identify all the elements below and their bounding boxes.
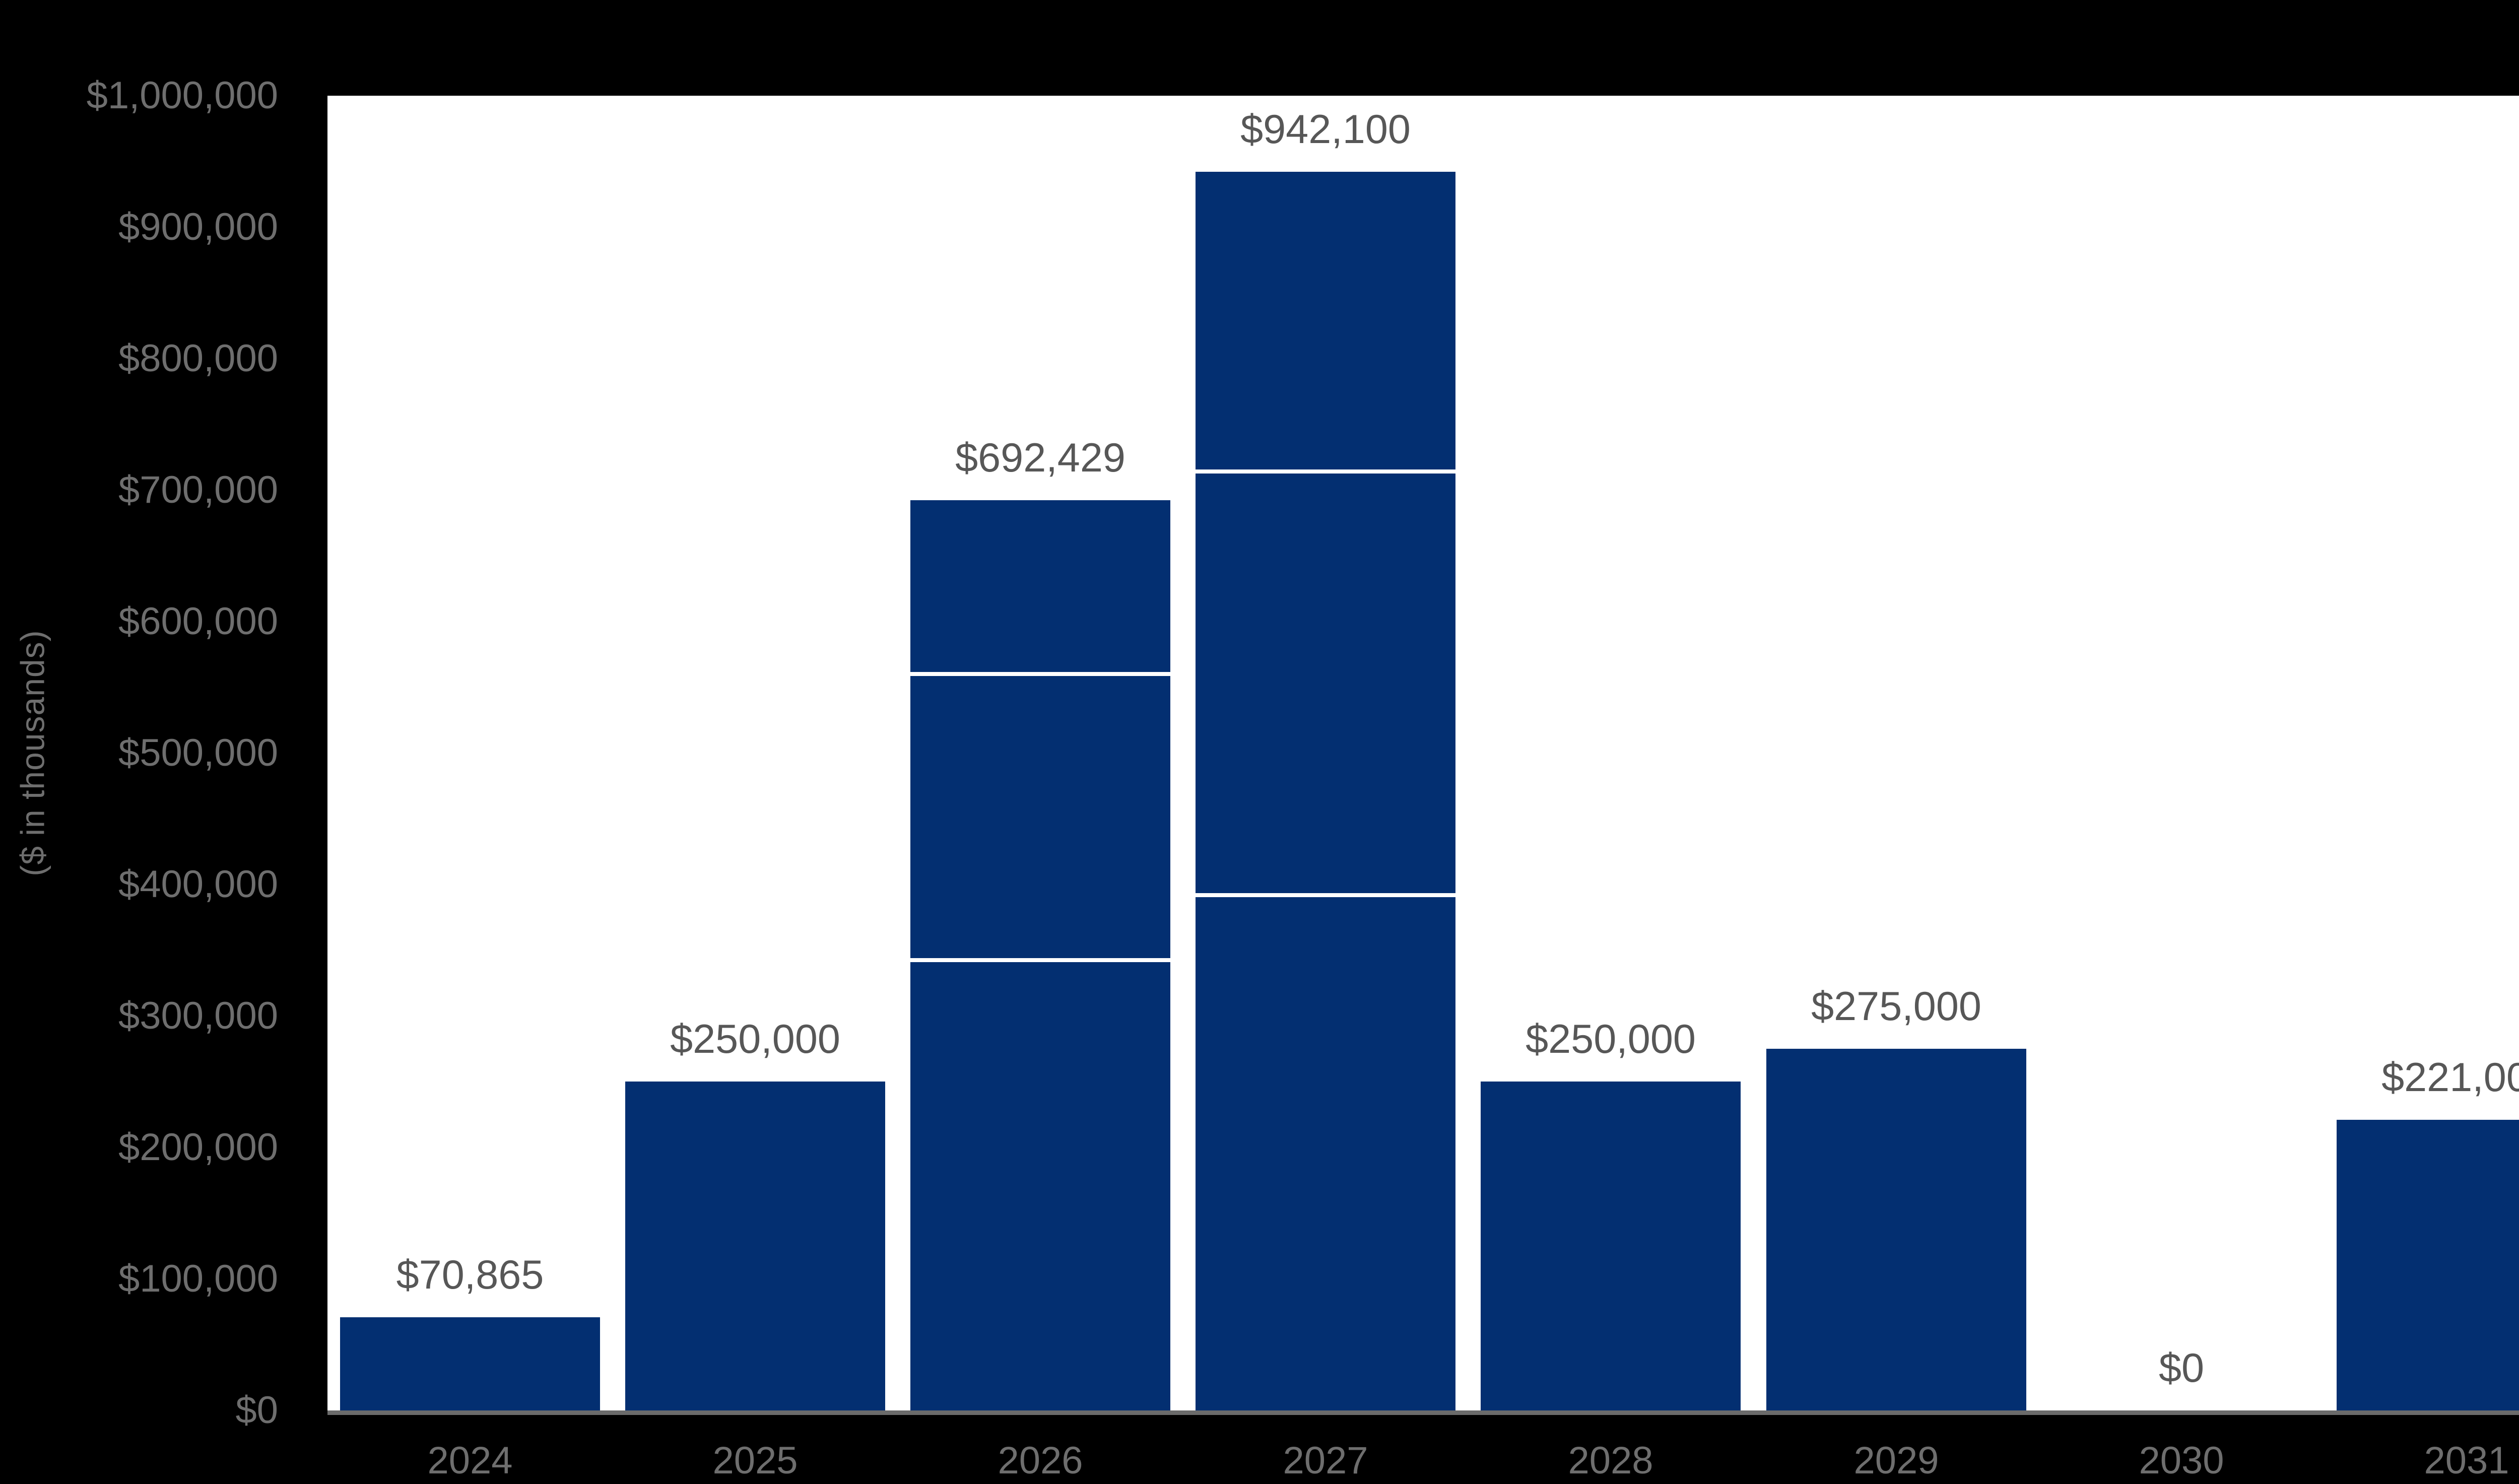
y-axis-tick-labels: $0 $100,000 $200,000 $300,000 $400,000 $500,0… (0, 74, 278, 1432)
bar-value-label: $692,429 (955, 435, 1125, 481)
bar-value-label: $275,000 (1811, 984, 1981, 1029)
bar-value-label: $250,000 (670, 1017, 840, 1062)
y-tick-label: $100,000 (118, 1257, 278, 1300)
bar-segment-divider (910, 958, 1170, 962)
bar-segment-divider (910, 672, 1170, 676)
x-axis-label-2025: 2025 (712, 1439, 798, 1482)
bar-2028 (1481, 1082, 1741, 1410)
bar-2025 (625, 1082, 885, 1410)
bar-value-label: $250,000 (1526, 1017, 1696, 1062)
x-axis-label-2030: 2030 (2139, 1439, 2224, 1482)
y-tick-label: $600,000 (118, 600, 278, 643)
y-tick-label: $700,000 (118, 468, 278, 511)
x-axis-label-2027: 2027 (1283, 1439, 1368, 1482)
bar-segment-divider (1196, 469, 1455, 474)
plot-area: $70,865 $250,000 $692,429 $942,100 $250,000 $… (327, 96, 2519, 1415)
x-axis-label-2024: 2024 (427, 1439, 513, 1482)
bar-value-label: $0 (2158, 1345, 2205, 1391)
bar-2027 (1196, 172, 1455, 1410)
x-axis-label-2031: 2031 (2424, 1439, 2509, 1482)
x-axis-label-2026: 2026 (998, 1439, 1083, 1482)
bar-2029 (1766, 1049, 2026, 1410)
bar-2024 (340, 1317, 600, 1410)
bar-2026 (910, 500, 1170, 1410)
bar-segment-divider (1196, 893, 1455, 897)
bar-value-label: $221,000 (2381, 1055, 2519, 1100)
y-tick-label: $200,000 (118, 1126, 278, 1169)
y-tick-label: $300,000 (118, 994, 278, 1037)
y-tick-label: $0 (235, 1389, 278, 1432)
y-tick-label: $1,000,000 (86, 74, 278, 117)
y-tick-label: $800,000 (118, 337, 278, 380)
x-axis-label-2029: 2029 (1853, 1439, 1939, 1482)
x-axis-label-2028: 2028 (1568, 1439, 1653, 1482)
bar-2031 (2337, 1120, 2519, 1410)
y-tick-label: $400,000 (118, 863, 278, 906)
y-tick-label: $500,000 (118, 731, 278, 774)
y-tick-label: $900,000 (118, 206, 278, 248)
bar-value-label: $70,865 (396, 1252, 544, 1298)
bar-value-label: $942,100 (1240, 107, 1411, 152)
x-axis-labels: 202420252026202720282029203020312032 (327, 1439, 2519, 1484)
